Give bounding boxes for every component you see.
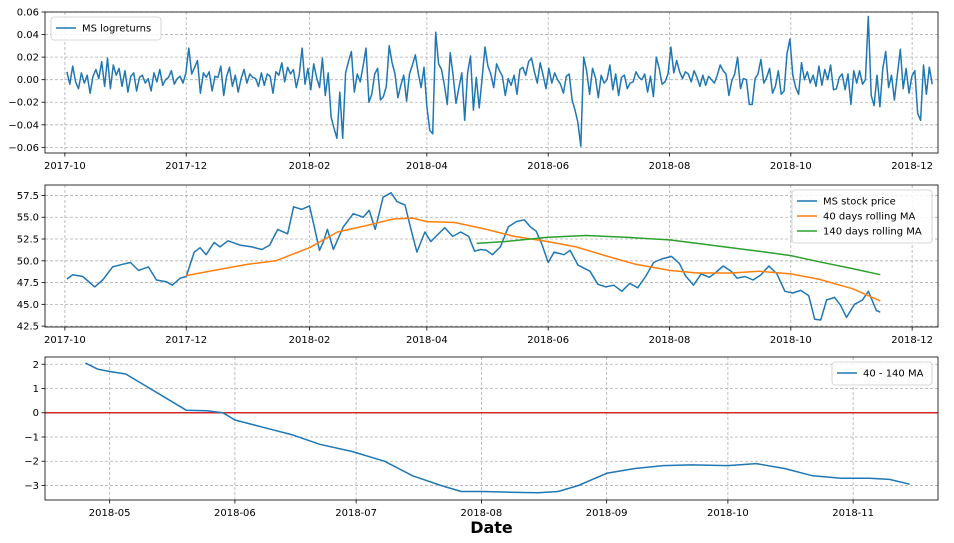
x-axis-label: Date <box>470 518 513 537</box>
x-tick-label: 2018-04 <box>406 335 448 346</box>
x-tick-label: 2018-10 <box>770 335 812 346</box>
x-tick-label: 2018-05 <box>89 508 131 519</box>
subplot-3: −3 −2 −1 0 1 2 2018-05 2018-06 2018-07 2018-08 201… <box>24 356 939 537</box>
x-tick-label: 2018-10 <box>770 161 812 172</box>
y-tick-label: −2 <box>24 457 39 468</box>
legend-label: MS logreturns <box>82 24 151 35</box>
legend-label: 40 days rolling MA <box>823 212 916 223</box>
legend: 40 - 140 MA <box>831 361 933 386</box>
legend-box <box>50 16 162 41</box>
subplot-1: −0.06 −0.04 −0.02 0.00 0.02 0.04 0.06 2017-10 20… <box>8 8 939 172</box>
y-tick-label: 1 <box>33 384 39 395</box>
y-tick-label: −1 <box>24 432 39 443</box>
legend: MS stock price 40 days rolling MA 140 days… <box>791 189 933 244</box>
x-tick-label: 2018-10 <box>707 508 749 519</box>
y-tick-label: 47.5 <box>17 278 39 289</box>
y-tick-label: 0 <box>33 408 39 419</box>
y-tick-label: 0.02 <box>17 53 39 64</box>
axes-frame <box>44 184 939 328</box>
series-line-2 <box>186 217 881 302</box>
y-tick-label: −0.02 <box>8 98 39 109</box>
x-tick-label: 2018-09 <box>586 508 628 519</box>
series-line-3 <box>476 234 881 276</box>
y-tick-label: −3 <box>24 481 39 492</box>
y-tick-label: 0.00 <box>17 75 39 86</box>
y-tick-label: 50.0 <box>17 256 39 267</box>
x-tick-label: 2018-08 <box>460 508 502 519</box>
axes-frame <box>44 11 939 154</box>
series-line-1 <box>66 15 933 147</box>
x-tick-label: 2017-10 <box>44 161 86 172</box>
legend-label: 140 days rolling MA <box>823 227 922 238</box>
x-tick-label: 2018-12 <box>891 335 933 346</box>
x-tick-label: 2018-11 <box>832 508 874 519</box>
x-tick-label: 2018-08 <box>649 161 691 172</box>
x-tick-label: 2018-08 <box>649 335 691 346</box>
y-tick-label: 42.5 <box>17 322 39 333</box>
axes-frame <box>44 356 939 501</box>
x-tick-label: 2017-12 <box>165 161 207 172</box>
legend-box <box>831 361 933 386</box>
y-tick-label: 2 <box>33 360 39 371</box>
y-tick-label: 52.5 <box>17 235 39 246</box>
y-tick-label: 45.0 <box>17 300 39 311</box>
y-tick-label: 55.0 <box>17 213 39 224</box>
legend-box <box>791 189 933 244</box>
x-tick-label: 2017-12 <box>165 335 207 346</box>
x-tick-label: 2018-02 <box>289 161 331 172</box>
y-tick-label: −0.04 <box>8 120 39 131</box>
x-tick-label: 2018-04 <box>406 161 448 172</box>
x-tick-label: 2018-06 <box>214 508 256 519</box>
y-tick-label: 0.04 <box>17 30 39 41</box>
series-line-1 <box>66 192 881 321</box>
legend-label: 40 - 140 MA <box>863 369 924 380</box>
y-tick-label: 0.06 <box>17 8 39 19</box>
x-tick-label: 2017-10 <box>44 335 86 346</box>
legend-label: MS stock price <box>823 197 896 208</box>
x-tick-label: 2018-06 <box>527 161 569 172</box>
x-tick-label: 2018-12 <box>891 161 933 172</box>
x-tick-label: 2018-02 <box>289 335 331 346</box>
x-tick-label: 2018-06 <box>527 335 569 346</box>
series-line-1 <box>85 362 910 494</box>
x-tick-label: 2018-07 <box>335 508 377 519</box>
y-tick-label: 57.5 <box>17 191 39 202</box>
subplot-2: 42.5 45.0 47.5 50.0 52.5 55.0 57.5 2017-10 2017-… <box>17 184 939 346</box>
y-tick-label: −0.06 <box>8 143 39 154</box>
legend: MS logreturns <box>50 16 162 41</box>
